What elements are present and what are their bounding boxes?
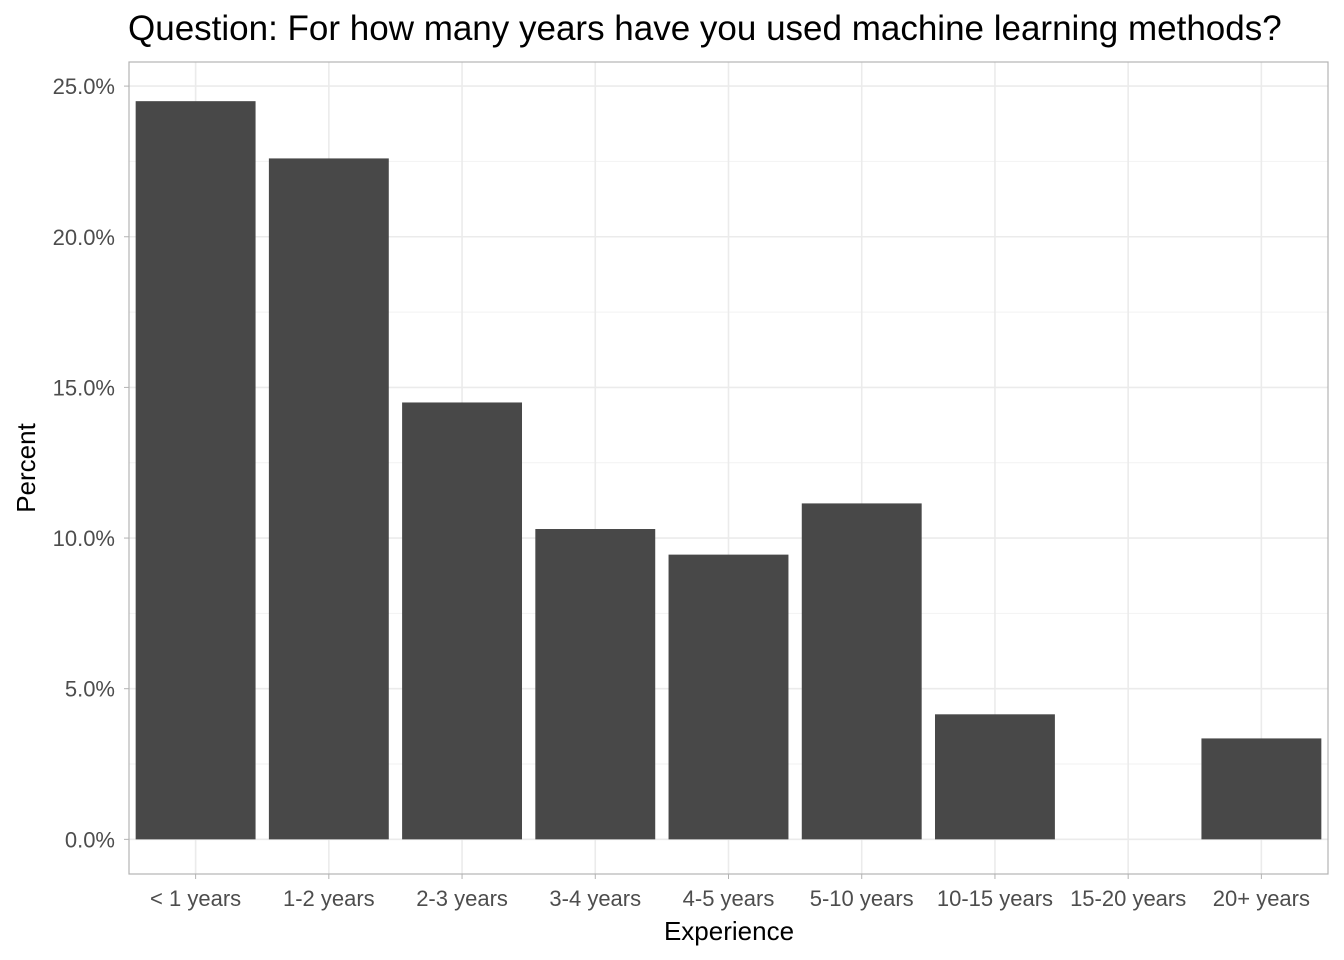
bar-10-15-years xyxy=(934,714,1055,840)
x-axis-title: Experience xyxy=(664,916,794,946)
bar-2-3-years xyxy=(402,402,523,840)
chart-title: Question: For how many years have you us… xyxy=(128,9,1282,48)
y-tick-label: 15.0% xyxy=(53,375,115,400)
x-tick-label: < 1 years xyxy=(150,886,241,911)
x-tick-label: 4-5 years xyxy=(683,886,775,911)
y-tick-label: 0.0% xyxy=(65,827,115,852)
x-tick-label: 15-20 years xyxy=(1070,886,1186,911)
bar-20-years xyxy=(1201,738,1322,840)
x-tick-label: 20+ years xyxy=(1213,886,1310,911)
bar-1-2-years xyxy=(268,158,389,840)
y-tick-label: 25.0% xyxy=(53,74,115,99)
y-tick-label: 10.0% xyxy=(53,526,115,551)
x-axis-ticks: < 1 years 1-2 years 2-3 years 3-4 years 4-5 … xyxy=(150,874,1310,911)
y-tick-label: 20.0% xyxy=(53,225,115,250)
y-tick-label: 5.0% xyxy=(65,677,115,702)
bar-5-10-years xyxy=(801,503,922,840)
x-tick-label: 1-2 years xyxy=(283,886,375,911)
x-tick-label: 10-15 years xyxy=(937,886,1053,911)
bar-3-4-years xyxy=(535,529,656,840)
x-tick-label: 3-4 years xyxy=(549,886,641,911)
y-axis-title: Percent xyxy=(11,422,41,512)
bar-4-5-years xyxy=(668,554,789,840)
y-axis-ticks: 0.0% 5.0% 10.0% 15.0% 20.0% 25.0% xyxy=(53,74,129,852)
x-tick-label: 5-10 years xyxy=(810,886,914,911)
x-tick-label: 2-3 years xyxy=(416,886,508,911)
bar-1-years xyxy=(135,101,256,840)
bar-layer xyxy=(135,101,1322,840)
